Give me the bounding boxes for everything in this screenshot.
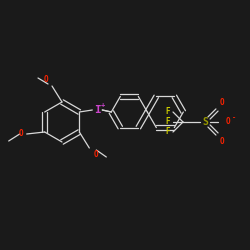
- Text: S: S: [202, 117, 208, 127]
- Text: O: O: [220, 137, 224, 146]
- Text: O: O: [226, 118, 230, 126]
- Text: F: F: [166, 118, 170, 126]
- Text: +: +: [101, 102, 105, 108]
- Text: F: F: [166, 108, 170, 116]
- Text: -: -: [232, 115, 236, 121]
- Text: I: I: [94, 105, 101, 115]
- Text: F: F: [166, 128, 170, 136]
- Text: O: O: [19, 130, 24, 138]
- Text: O: O: [93, 150, 98, 159]
- Text: O: O: [220, 98, 224, 107]
- Text: O: O: [44, 75, 48, 84]
